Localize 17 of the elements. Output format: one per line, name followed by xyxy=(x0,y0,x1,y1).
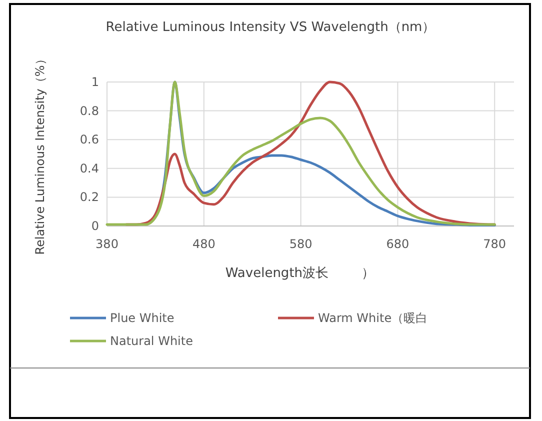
y-tick-label: 0 xyxy=(91,219,99,233)
y-tick-label: 0.8 xyxy=(80,104,99,118)
y-tick-label: 0.2 xyxy=(80,190,99,204)
legend-label: Plue White xyxy=(110,311,174,325)
y-tick-label: 0.6 xyxy=(80,132,99,147)
y-tick-label: 1 xyxy=(91,75,99,89)
x-tick-label: 580 xyxy=(289,237,312,251)
y-tick-label: 0.4 xyxy=(80,161,99,176)
legend-label: Natural White xyxy=(110,334,193,348)
x-tick-label: 480 xyxy=(192,237,216,251)
legend-label: Warm White（暖白 xyxy=(318,311,428,325)
x-axis-title: Wavelength波长 ） xyxy=(225,266,375,281)
chart-title: Relative Luminous Intensity VS Wavelength（nm） xyxy=(106,20,436,35)
y-axis-title: Relative Luminous Intensity（%） xyxy=(33,53,47,255)
x-tick-label: 780 xyxy=(483,237,506,251)
x-tick-label: 380 xyxy=(96,237,118,251)
x-tick-label: 680 xyxy=(386,237,410,251)
